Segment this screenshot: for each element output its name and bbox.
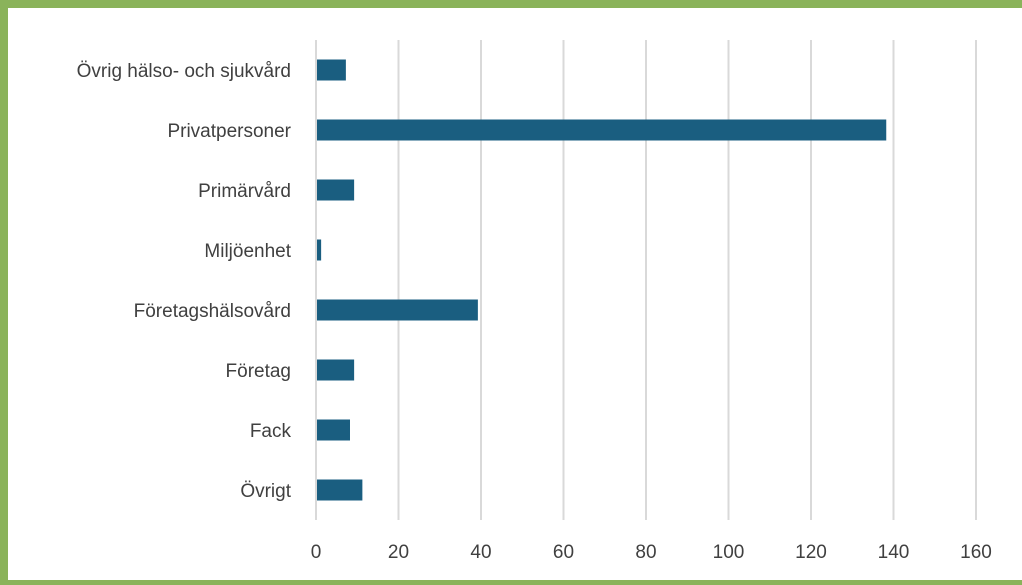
x-tick-label: 80 — [635, 542, 656, 563]
category-label: Övrigt — [240, 481, 291, 502]
x-tick-label: 120 — [795, 542, 827, 563]
bars — [317, 59, 887, 501]
x-tick-label: 160 — [960, 542, 992, 563]
x-tick-label: 0 — [311, 542, 322, 563]
category-labels: Övrig hälso- och sjukvård Privatpersoner P… — [77, 61, 292, 502]
x-tick-label: 20 — [388, 542, 409, 563]
category-label: Privatpersoner — [167, 121, 291, 142]
category-label: Fack — [250, 421, 292, 442]
category-label: Miljöenhet — [204, 241, 291, 262]
bar — [317, 419, 350, 441]
category-label: Primärvård — [198, 181, 291, 202]
bar — [317, 59, 346, 81]
gridlines — [315, 40, 977, 520]
category-label: Övrig hälso- och sjukvård — [77, 61, 291, 82]
x-tick-labels: 0 20 40 60 80 100 120 140 160 — [311, 542, 992, 563]
category-label: Företag — [226, 361, 291, 382]
bar — [317, 119, 887, 141]
category-label: Företagshälsovård — [134, 301, 291, 322]
x-tick-label: 60 — [553, 542, 574, 563]
x-tick-label: 100 — [713, 542, 745, 563]
x-tick-label: 140 — [878, 542, 910, 563]
bar — [317, 299, 478, 321]
bar — [317, 359, 355, 381]
bar — [317, 179, 355, 201]
x-tick-label: 40 — [470, 542, 491, 563]
bar — [317, 239, 322, 261]
bar — [317, 479, 363, 501]
